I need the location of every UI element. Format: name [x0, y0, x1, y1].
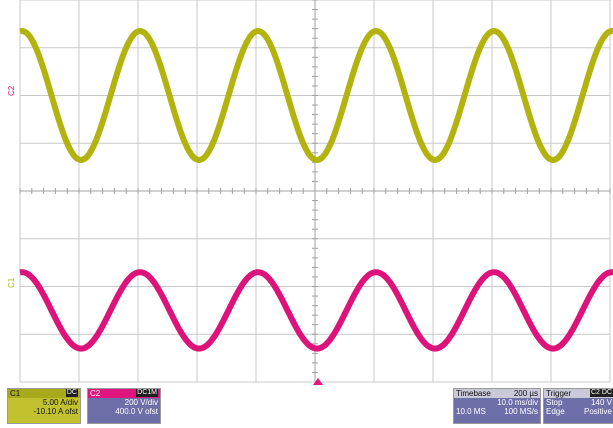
channel-2-coupling: DC1M: [136, 389, 158, 397]
timebase-memory: 10.0 MS: [456, 407, 486, 416]
trigger-title: Trigger: [546, 389, 572, 398]
channel-1-trace: [19, 27, 613, 164]
channel-2-level-marker: C2: [7, 85, 16, 96]
trigger-info[interactable]: Trigger C2 DC Stop 140 V Edge Positive: [543, 388, 613, 424]
trigger-mode: Stop: [546, 398, 563, 407]
timebase-scale: 10.0 ms/div: [497, 398, 538, 407]
timebase-title: Timebase: [456, 389, 491, 398]
channel-1-offset: -10.10 A ofst: [33, 407, 78, 416]
graticule: [19, 0, 611, 383]
channel-2-scale: 200 V/div: [124, 398, 158, 407]
channel-2-label: C2: [90, 389, 101, 398]
channel-1-level-marker: C1: [7, 277, 16, 288]
trigger-source-badge: C2 DC: [589, 389, 613, 397]
timebase-rate: 100 MS/s: [504, 407, 538, 416]
channel-1-scale: 5.00 A/div: [42, 398, 78, 407]
channel-1-info[interactable]: C1 DC 5.00 A/div -10.10 A ofst: [7, 388, 81, 424]
channel-2-trace: [19, 269, 613, 352]
channel-1-label: C1: [10, 389, 21, 398]
trigger-level: 140 V: [591, 398, 612, 407]
timebase-delay: 200 µs: [513, 389, 538, 398]
timebase-info[interactable]: Timebase 200 µs 10.0 ms/div 10.0 MS 100 …: [453, 388, 541, 424]
trigger-slope: Positive: [583, 407, 612, 416]
channel-2-offset: 400.0 V ofst: [115, 407, 158, 416]
trigger-position-marker: [313, 378, 323, 385]
channel-2-info[interactable]: C2 DC1M 200 V/div 400.0 V ofst: [87, 388, 161, 424]
trigger-type: Edge: [546, 407, 565, 416]
channel-1-coupling: DC: [65, 389, 78, 397]
